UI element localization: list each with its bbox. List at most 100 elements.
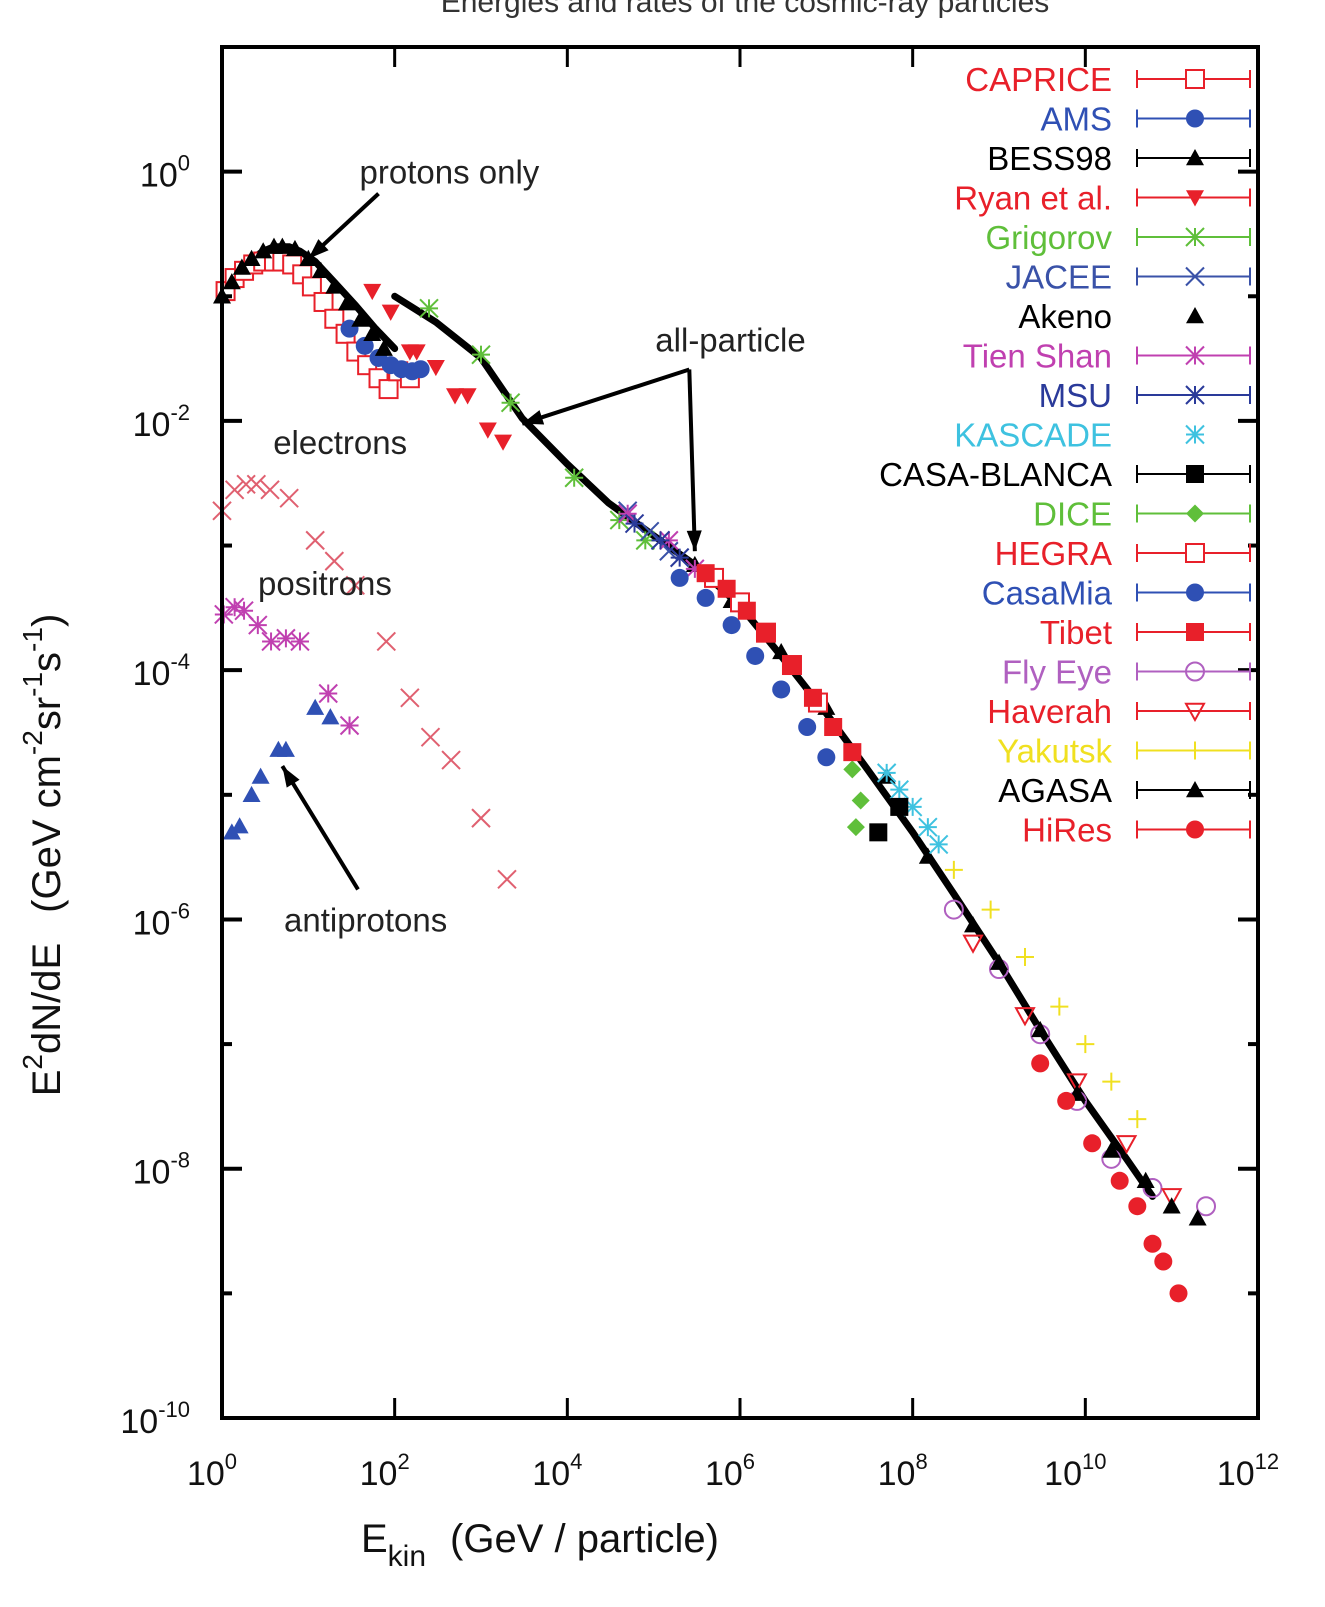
data-point <box>232 258 251 275</box>
series-tibet <box>696 564 862 762</box>
legend-item: JACEE <box>1006 259 1251 296</box>
data-point <box>276 740 295 757</box>
series-positrons <box>214 597 360 736</box>
data-point <box>301 276 322 297</box>
data-point <box>696 588 715 607</box>
data-point <box>824 718 843 737</box>
data-point <box>374 339 393 356</box>
data-point <box>345 575 366 595</box>
data-point <box>843 760 862 779</box>
legend-marker <box>1186 149 1204 166</box>
series-yakutsk <box>944 860 1147 1129</box>
x-axis: 100 102 104 106 108 1010 1012 <box>187 47 1279 1493</box>
legend-item: CASA-BLANCA <box>879 456 1251 493</box>
data-point <box>1102 1141 1121 1158</box>
legend-item: Tibet <box>1040 614 1251 651</box>
data-point <box>363 283 382 301</box>
legend-marker <box>1186 190 1204 207</box>
data-point <box>782 656 801 675</box>
series-agasa <box>990 953 1207 1226</box>
data-point <box>285 239 304 257</box>
data-point <box>242 785 261 803</box>
y-axis-label: E2dN/dE(GeV cm-2sr-1s-1) <box>17 614 69 1097</box>
data-point <box>446 388 465 405</box>
data-point <box>351 310 370 327</box>
arrow-all-particle-1 <box>521 367 690 426</box>
legend-item: BESS98 <box>987 140 1251 177</box>
y-tick-label: 10-8 <box>133 1148 190 1192</box>
data-point <box>1083 1134 1102 1153</box>
data-point <box>311 261 330 279</box>
data-point <box>1057 1091 1076 1110</box>
legend-marker <box>1186 820 1204 839</box>
data-point <box>876 763 897 783</box>
data-point <box>964 916 983 933</box>
legend-marker <box>1185 385 1205 405</box>
data-point <box>318 683 338 704</box>
legend-marker <box>1185 661 1205 682</box>
data-point <box>1014 1007 1036 1027</box>
data-point <box>321 708 340 725</box>
data-point <box>500 392 521 413</box>
series-hires <box>1031 1054 1188 1303</box>
data-point <box>478 422 497 439</box>
data-point <box>564 468 584 488</box>
data-point <box>325 277 344 294</box>
data-point <box>1066 1073 1088 1093</box>
data-point <box>890 797 909 816</box>
annotation-antiprotons: antiprotons <box>284 901 447 938</box>
data-point <box>407 344 426 361</box>
y-tick-label: 10-6 <box>133 898 190 942</box>
legend-marker <box>1185 543 1205 563</box>
data-point <box>1169 1284 1188 1303</box>
data-point <box>772 680 791 699</box>
data-point <box>943 899 964 920</box>
legend-item: Yakutsk <box>997 733 1251 770</box>
legend-marker <box>1184 702 1206 723</box>
data-point <box>236 474 256 495</box>
legend-item: Akeno <box>1018 298 1204 335</box>
legend-label: AMS <box>1040 101 1112 138</box>
legend-label: Haverah <box>987 693 1112 730</box>
series-haverah <box>962 934 1183 1208</box>
legend-item: Fly Eye <box>1002 654 1251 691</box>
data-point <box>1160 1188 1183 1208</box>
annotation-positrons: positrons <box>258 565 392 602</box>
series-antiprotons <box>222 698 340 840</box>
data-point <box>1154 1252 1173 1271</box>
legend-label: HiRes <box>1022 812 1112 849</box>
data-point <box>273 237 292 254</box>
data-point <box>851 791 870 810</box>
annotation-electrons: electrons <box>273 424 407 461</box>
data-point <box>248 615 268 635</box>
legend-label: Grigorov <box>985 219 1112 256</box>
legend-item: HiRes <box>1022 812 1251 849</box>
data-point <box>276 628 296 649</box>
data-point <box>420 727 441 747</box>
data-point <box>458 388 477 405</box>
data-point <box>1128 1110 1147 1129</box>
legend-label: CASA-BLANCA <box>879 456 1112 493</box>
data-point <box>230 817 249 834</box>
legend-label: Yakutsk <box>997 733 1112 770</box>
legend-item: AMS <box>1040 101 1251 138</box>
annotation-all-particle: all-particle <box>655 321 805 358</box>
arrow-protons-only <box>306 192 380 261</box>
data-point <box>756 623 775 642</box>
data-point <box>337 294 356 311</box>
data-point <box>376 631 397 652</box>
data-point <box>944 860 963 879</box>
legend-item: Ryan et al. <box>954 180 1251 217</box>
data-point <box>426 359 445 377</box>
data-point <box>381 304 400 321</box>
legend-item: KASCADE <box>954 417 1205 454</box>
data-point <box>254 242 273 259</box>
svg-text:E2dN/dE(GeV cm-2sr-1s-1): E2dN/dE(GeV cm-2sr-1s-1) <box>17 614 69 1097</box>
data-point <box>1031 1020 1050 1038</box>
data-point <box>817 748 836 767</box>
legend-label: Tien Shan <box>963 338 1112 375</box>
data-point <box>313 291 334 312</box>
data-point <box>981 900 1000 919</box>
series-bess98 <box>213 237 393 356</box>
y-tick-label: 10-2 <box>133 400 190 444</box>
